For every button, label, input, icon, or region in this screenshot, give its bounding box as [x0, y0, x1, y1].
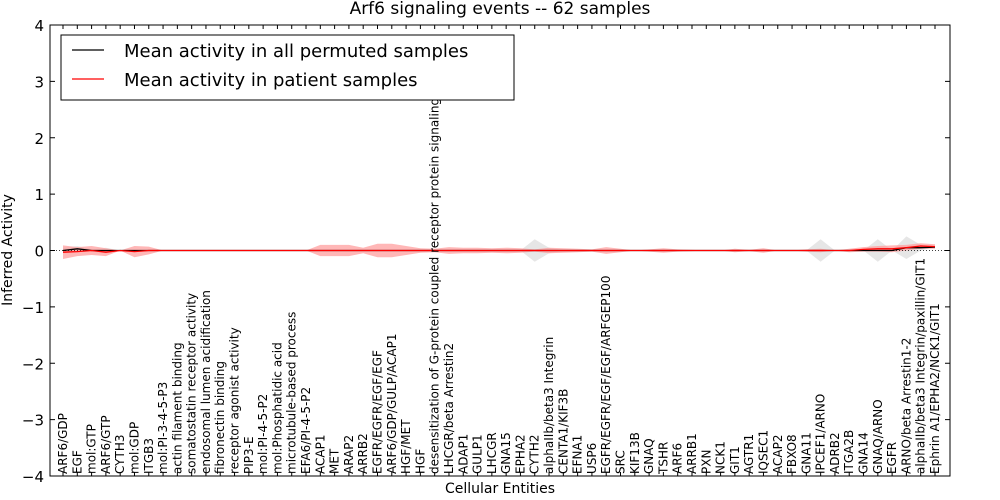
x-category-label: LHCGR — [485, 432, 499, 474]
x-category-label: ARAP2 — [342, 435, 356, 474]
y-tick-label: 2 — [34, 130, 44, 148]
y-tick-label: −4 — [22, 468, 44, 486]
x-axis-label: Cellular Entities — [445, 481, 555, 497]
x-category-label: ARF6/GDP/GULP/ACAP1 — [385, 334, 399, 474]
y-axis-ticks: −4 −3 −2 −1 0 1 2 3 4 — [22, 17, 950, 486]
line-series-1 — [62, 245, 936, 253]
x-category-label: GULP1 — [471, 434, 485, 474]
x-category-label: PXN — [699, 450, 713, 474]
x-axis-ticks — [62, 25, 936, 476]
x-category-label: EGFR — [885, 442, 899, 474]
x-category-label: PIP3-E — [242, 436, 256, 474]
x-category-label: mol:PI-3-4-5-P3 — [156, 382, 170, 474]
x-category-label: desensitization of G-protein coupled rec… — [428, 43, 442, 474]
x-category-label: mol:Phosphatidic acid — [270, 342, 284, 474]
x-category-label: alphaIIb/beta3 Integrin/paxillin/GIT1 — [914, 258, 928, 474]
chart-title: Arf6 signaling events -- 62 samples — [350, 0, 651, 19]
x-category-label: GNA14 — [857, 432, 871, 474]
x-category-label: actin filament binding — [170, 342, 184, 474]
x-category-label: TSHR — [656, 442, 670, 475]
x-category-label: SRC — [614, 450, 628, 474]
x-category-label: EGF — [70, 450, 84, 474]
x-category-label: LHCGR/beta Arrestin2 — [442, 343, 456, 474]
x-category-label: fibronectin binding — [213, 361, 227, 474]
x-category-label: GNA15 — [499, 432, 513, 474]
y-tick-label: −3 — [22, 412, 44, 430]
x-category-label: CYTH3 — [113, 435, 127, 475]
x-category-label: EPHA2 — [513, 434, 527, 474]
x-category-label: ARRB2 — [356, 433, 370, 474]
x-category-label: AGTR1 — [742, 434, 756, 474]
x-category-label: GIT1 — [728, 446, 742, 474]
x-category-label: GNAQ — [642, 438, 656, 474]
x-category-label: mol:PI-4-5-P2 — [256, 394, 270, 474]
x-category-label: CENTA1/KIF3B — [556, 389, 570, 474]
y-tick-label: 1 — [34, 186, 44, 204]
x-category-label: FBXO8 — [785, 434, 799, 474]
x-category-label: USP6 — [585, 443, 599, 474]
x-category-label: ARF6/GTP — [99, 415, 113, 474]
x-category-label: CYTH2 — [528, 435, 542, 475]
x-category-label: mol:GTP — [85, 424, 99, 474]
x-category-label: ADAP1 — [456, 434, 470, 474]
x-category-label: ARRB1 — [685, 433, 699, 474]
y-tick-label: 3 — [34, 73, 44, 91]
x-category-label: ARF6 — [671, 443, 685, 474]
legend-label-patient: Mean activity in patient samples — [124, 70, 418, 91]
x-category-label: Ephrin A1/EPHA2/NCK1/GIT1 — [928, 303, 942, 474]
x-category-label: ACAP2 — [771, 435, 785, 474]
y-tick-label: 0 — [34, 243, 44, 261]
x-category-label: HGF — [413, 449, 427, 474]
y-axis-label: Inferred Activity — [0, 194, 16, 306]
x-category-label: IPCEF1/ARNO — [814, 394, 828, 474]
y-tick-label: −1 — [22, 299, 44, 317]
y-tick-label: 4 — [34, 17, 44, 35]
x-category-label: HGF/MET — [399, 419, 413, 474]
x-category-label: receptor agonist activity — [228, 327, 242, 474]
x-category-label: ITGB3 — [142, 438, 156, 474]
plot-frame — [49, 24, 951, 477]
x-category-label: EFNA1 — [571, 435, 585, 474]
x-category-label: EGFR/EGFR/EGF/EGF — [371, 350, 385, 474]
x-category-label: NCK1 — [714, 441, 728, 474]
x-category-label: GNAQ/ARNO — [871, 399, 885, 474]
x-category-label: ADRB2 — [828, 432, 842, 474]
x-category-label: microtubule-based process — [285, 312, 299, 474]
x-category-label: ARNO/beta Arrestin1-2 — [899, 338, 913, 474]
x-category-label: EFA6/PI-4-5-P2 — [299, 387, 313, 474]
x-category-label: mol:GDP — [128, 422, 142, 474]
x-category-label: IQSEC1 — [757, 430, 771, 474]
x-category-label: EGFR/EGFR/EGF/EGF/ARFGEP100 — [599, 276, 613, 474]
x-category-label: alphaIIb/beta3 Integrin — [542, 337, 556, 474]
x-category-label: KIF13B — [628, 432, 642, 474]
x-category-label: somatostatin receptor activity — [185, 293, 199, 474]
legend-box — [60, 34, 515, 101]
legend: Mean activity in all permuted samples Me… — [60, 34, 515, 101]
x-category-label: GNA11 — [799, 432, 813, 474]
x-category-label: MET — [328, 448, 342, 474]
x-category-label: ARF6/GDP — [56, 413, 70, 474]
x-category-label: endosomal lumen acidification — [199, 290, 213, 474]
legend-label-permuted: Mean activity in all permuted samples — [124, 41, 468, 62]
series-lines — [62, 245, 936, 253]
y-tick-label: −2 — [22, 355, 44, 373]
x-category-label: ACAP1 — [313, 435, 327, 474]
x-category-labels: ARF6/GDP EGF mol:GTP ARF6/GTP CYTH3 mol:GDP IT… — [56, 43, 942, 475]
x-category-label: ITGA2B — [842, 430, 856, 474]
